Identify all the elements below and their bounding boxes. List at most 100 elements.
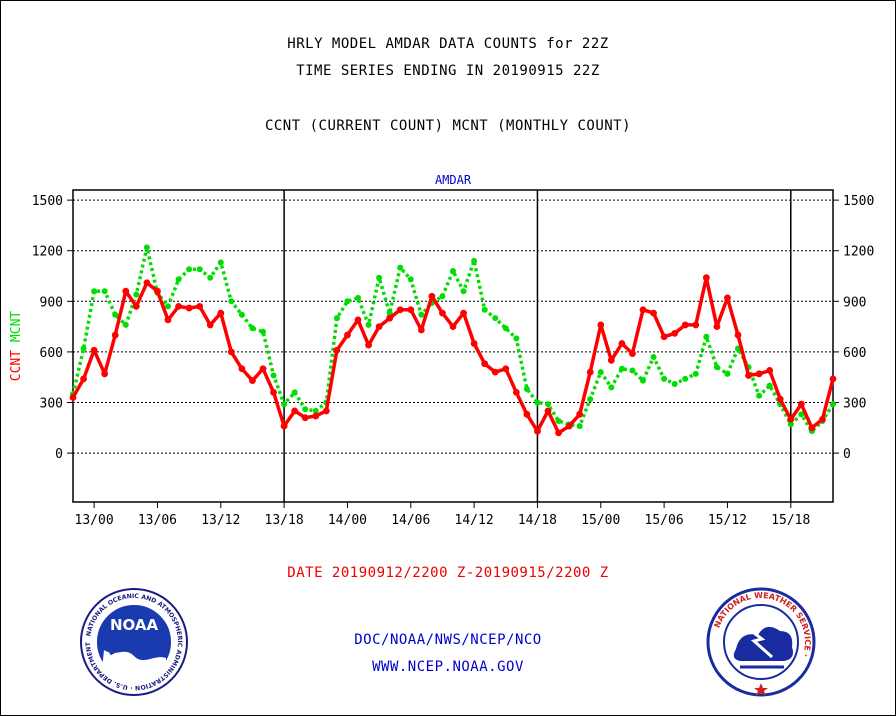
data-point-ccnt bbox=[354, 316, 362, 324]
data-point-mcnt bbox=[492, 315, 499, 322]
data-point-ccnt bbox=[534, 427, 541, 435]
data-point-ccnt bbox=[122, 287, 130, 295]
data-point-ccnt bbox=[396, 306, 404, 314]
data-point-mcnt bbox=[597, 369, 604, 376]
data-point-mcnt bbox=[186, 266, 193, 273]
website-label: WWW.NCEP.NOAA.GOV bbox=[372, 659, 524, 675]
y-tick-label-right: 300 bbox=[843, 396, 866, 411]
data-point-mcnt bbox=[270, 372, 277, 379]
data-point-ccnt bbox=[470, 340, 478, 347]
data-point-mcnt bbox=[724, 370, 731, 377]
data-point-ccnt bbox=[249, 377, 256, 384]
data-point-ccnt bbox=[69, 394, 77, 401]
data-point-mcnt bbox=[555, 418, 562, 425]
x-tick-label: 13/00 bbox=[75, 513, 114, 528]
data-point-mcnt bbox=[671, 380, 678, 387]
y-axis-label-ccnt: CCNT bbox=[9, 350, 24, 381]
data-point-mcnt bbox=[661, 375, 668, 382]
data-point-ccnt bbox=[375, 323, 383, 331]
data-point-ccnt bbox=[681, 321, 689, 329]
data-point-mcnt bbox=[629, 367, 636, 374]
y-tick-label-right: 1200 bbox=[843, 245, 874, 260]
y-tick-label-left: 900 bbox=[40, 295, 63, 310]
data-point-mcnt bbox=[692, 370, 699, 377]
data-point-ccnt bbox=[618, 340, 626, 347]
nws-logo: NATIONAL WEATHER SERVICE · bbox=[706, 587, 816, 697]
data-point-ccnt bbox=[734, 331, 742, 339]
data-point-ccnt bbox=[512, 388, 520, 396]
data-point-ccnt bbox=[481, 360, 489, 368]
data-point-mcnt bbox=[291, 389, 298, 396]
data-point-ccnt bbox=[565, 422, 573, 430]
data-point-ccnt bbox=[259, 365, 267, 373]
y-tick-label-left: 1200 bbox=[32, 245, 63, 260]
data-point-ccnt bbox=[333, 346, 341, 354]
data-point-ccnt bbox=[428, 292, 436, 300]
data-point-mcnt bbox=[397, 264, 404, 271]
data-point-ccnt bbox=[280, 422, 288, 430]
data-point-ccnt bbox=[650, 309, 657, 317]
data-point-mcnt bbox=[376, 274, 383, 281]
data-point-mcnt bbox=[122, 321, 129, 328]
y-tick-label-right: 0 bbox=[843, 447, 851, 462]
data-point-mcnt bbox=[91, 288, 98, 295]
x-tick-label: 15/18 bbox=[771, 513, 810, 528]
y-tick-label-left: 0 bbox=[55, 447, 63, 462]
x-tick-label: 13/18 bbox=[265, 513, 304, 528]
data-point-mcnt bbox=[249, 325, 256, 332]
data-point-ccnt bbox=[111, 331, 119, 339]
data-point-mcnt bbox=[207, 274, 214, 281]
data-point-mcnt bbox=[260, 328, 266, 335]
data-point-ccnt bbox=[344, 331, 351, 339]
data-point-ccnt bbox=[90, 346, 98, 354]
noaa-logo-text: NOAA bbox=[110, 616, 159, 634]
data-point-mcnt bbox=[80, 345, 87, 352]
data-point-ccnt bbox=[491, 368, 499, 376]
data-point-ccnt bbox=[206, 321, 214, 329]
y-tick-label-left: 600 bbox=[40, 346, 63, 361]
data-point-mcnt bbox=[112, 311, 119, 318]
data-point-mcnt bbox=[165, 303, 171, 310]
data-point-ccnt bbox=[702, 274, 710, 282]
data-point-ccnt bbox=[407, 306, 415, 314]
data-point-ccnt bbox=[692, 321, 700, 329]
data-point-ccnt bbox=[776, 395, 784, 403]
data-point-mcnt bbox=[798, 411, 805, 418]
data-point-ccnt bbox=[808, 424, 816, 432]
data-point-mcnt bbox=[418, 311, 425, 318]
data-point-ccnt bbox=[439, 309, 446, 317]
data-point-ccnt bbox=[829, 375, 837, 383]
data-point-ccnt bbox=[154, 287, 161, 295]
data-point-mcnt bbox=[407, 276, 414, 283]
data-point-ccnt bbox=[671, 329, 679, 337]
data-point-ccnt bbox=[819, 415, 826, 423]
data-point-mcnt bbox=[830, 401, 836, 408]
data-point-mcnt bbox=[534, 399, 541, 406]
date-range-label: DATE 20190912/2200 Z-20190915/2200 Z bbox=[287, 565, 609, 581]
data-point-ccnt bbox=[597, 321, 605, 329]
data-point-ccnt bbox=[143, 279, 151, 287]
plot-title: AMDAR bbox=[435, 173, 472, 187]
data-point-mcnt bbox=[355, 294, 361, 301]
data-point-mcnt bbox=[787, 421, 794, 428]
data-point-ccnt bbox=[787, 415, 795, 423]
agency-label: DOC/NOAA/NWS/NCEP/NCO bbox=[354, 632, 542, 648]
data-point-ccnt bbox=[417, 326, 425, 334]
data-point-ccnt bbox=[101, 370, 109, 378]
series-line-mcnt bbox=[71, 245, 835, 433]
data-point-ccnt bbox=[185, 304, 193, 312]
data-point-mcnt bbox=[523, 386, 530, 393]
x-tick-label: 15/06 bbox=[645, 513, 684, 528]
data-point-mcnt bbox=[608, 384, 615, 391]
data-point-ccnt bbox=[386, 314, 394, 322]
data-point-mcnt bbox=[196, 266, 203, 273]
figure-title-line3: CCNT (CURRENT COUNT) MCNT (MONTHLY COUNT… bbox=[264, 118, 632, 134]
x-tick-label: 14/18 bbox=[518, 513, 557, 528]
data-point-ccnt bbox=[460, 309, 467, 317]
data-point-ccnt bbox=[449, 323, 457, 331]
data-point-ccnt bbox=[322, 407, 330, 415]
data-point-mcnt bbox=[713, 364, 720, 371]
data-point-ccnt bbox=[227, 348, 235, 356]
data-point-mcnt bbox=[587, 396, 594, 403]
data-point-ccnt bbox=[544, 407, 552, 415]
